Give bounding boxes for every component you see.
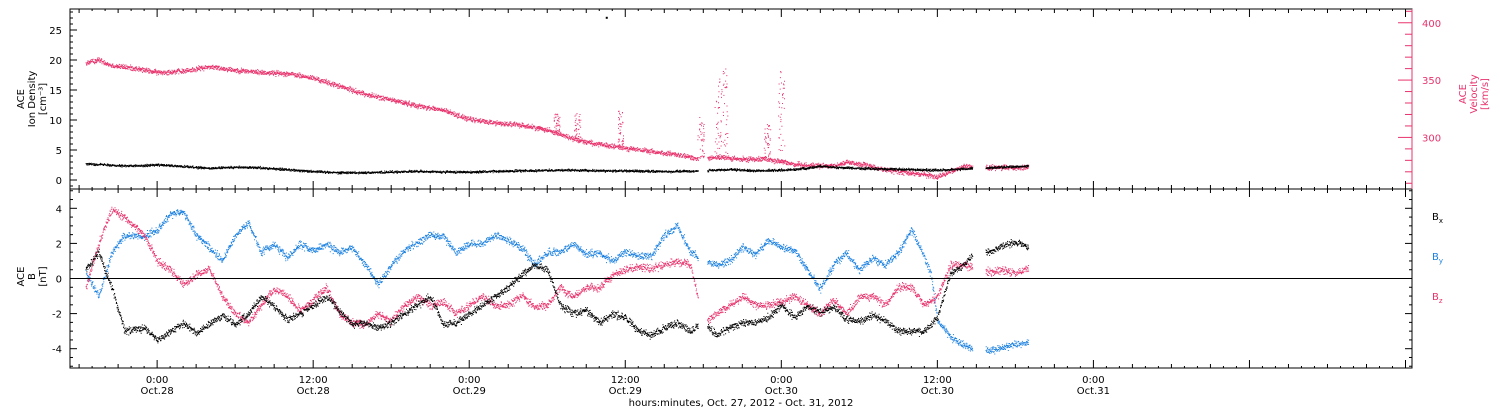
density-tick-label-5: 25 — [49, 26, 62, 37]
series-bz — [85, 206, 1030, 329]
legend-Bx-sub: x — [1439, 217, 1443, 225]
x-tick-time-6: 0:00 — [1082, 375, 1104, 386]
x-axis-title: hours:minutes, Oct. 27, 2012 - Oct. 31, … — [629, 398, 854, 409]
x-tick-time-4: 0:00 — [770, 375, 792, 386]
b-tick-label-3: 2 — [56, 239, 62, 250]
x-tick-date-3: Oct.29 — [609, 386, 642, 397]
legend-By: By — [1432, 252, 1443, 265]
b-axis-title-line-0: ACE — [16, 267, 27, 287]
series-density-points — [85, 162, 1030, 175]
density-outlier-0 — [605, 16, 608, 19]
density-axis-title: ACE Ion Density [cm⁻³] — [16, 71, 49, 128]
series-velocity-points — [85, 57, 1030, 180]
x-tick-date-1: Oct.28 — [297, 386, 330, 397]
x-tick-time-1: 12:00 — [299, 375, 328, 386]
series-velocity — [85, 57, 1030, 180]
density-axis-title-line-2: [cm⁻³] — [38, 83, 49, 115]
velocity-tick-label-0: 300 — [1422, 133, 1441, 144]
series-by — [85, 209, 1030, 355]
legend-Bz-main: B — [1432, 292, 1439, 303]
x-tick-time-3: 12:00 — [611, 375, 640, 386]
x-tick-date-0: Oct.28 — [141, 386, 174, 397]
legend-By-sub: y — [1439, 257, 1443, 265]
plasma-panel-frame — [69, 8, 1413, 190]
series-bx-points — [85, 239, 1030, 344]
velocity-spike-points — [537, 68, 786, 161]
velocity-tick-label-1: 350 — [1422, 76, 1441, 87]
b-tick-label-0: -4 — [52, 345, 62, 356]
density-tick-label-4: 20 — [49, 56, 62, 67]
velocity-axis-title-line-2: [km/s] — [1480, 78, 1491, 110]
x-tick-date-6: Oct.31 — [1077, 386, 1110, 397]
x-tick-date-4: Oct.30 — [765, 386, 798, 397]
legend-By-main: B — [1432, 252, 1439, 263]
x-tick-time-2: 0:00 — [458, 375, 480, 386]
legend-Bz-sub: z — [1439, 297, 1443, 305]
series-by-points — [85, 209, 1030, 355]
density-tick-label-2: 10 — [49, 116, 62, 127]
velocity-axis-title-line-0: ACE — [1458, 84, 1469, 104]
series-bx — [85, 239, 1030, 344]
velocity-axis-title-line-1: Velocity — [1469, 74, 1480, 113]
b-tick-label-1: -2 — [52, 310, 62, 321]
series-bz-points — [85, 206, 1030, 329]
x-tick-time-5: 12:00 — [923, 375, 952, 386]
data-layer — [85, 16, 1030, 355]
x-tick-time-0: 0:00 — [146, 375, 168, 386]
x-tick-date-2: Oct.29 — [453, 386, 486, 397]
b-tick-label-4: 4 — [56, 204, 62, 215]
legend-Bx-main: B — [1432, 212, 1439, 223]
velocity-spikes — [537, 68, 786, 161]
density-axis-title-line-0: ACE — [16, 89, 27, 109]
b-tick-label-2: 0 — [56, 275, 62, 286]
b-axis-title-line-1: B — [27, 273, 38, 280]
b-axis-title-line-2: [nT] — [38, 266, 49, 286]
velocity-axis-title: ACE Velocity [km/s] — [1458, 74, 1491, 113]
density-tick-label-1: 5 — [56, 146, 62, 157]
velocity-tick-label-2: 400 — [1422, 19, 1441, 30]
density-tick-label-3: 15 — [49, 86, 62, 97]
b-axis-title: ACE B [nT] — [16, 266, 49, 286]
x-tick-date-5: Oct.30 — [921, 386, 954, 397]
series-density — [85, 162, 1030, 175]
legend-Bx: Bx — [1432, 212, 1443, 225]
density-tick-label-0: 0 — [56, 176, 62, 187]
density-axis-title-line-1: Ion Density — [27, 71, 38, 128]
legend-Bz: Bz — [1432, 292, 1443, 305]
